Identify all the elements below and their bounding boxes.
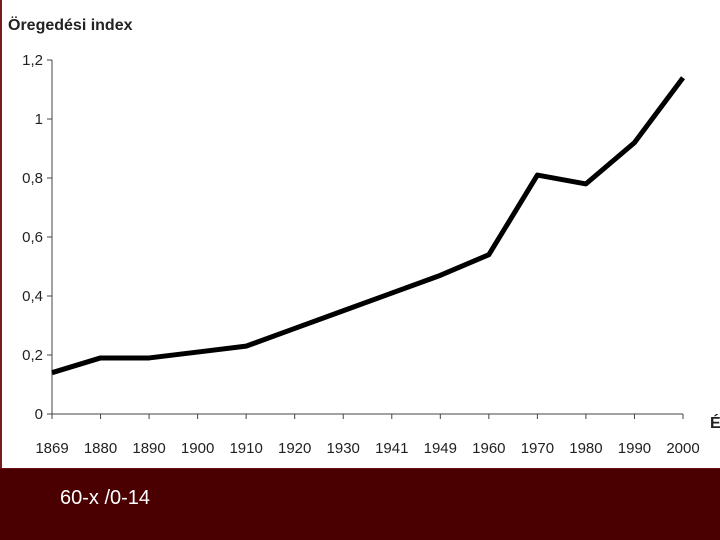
y-tick-label: 1 — [35, 111, 43, 128]
x-tick-label: 1980 — [569, 440, 602, 457]
series-line — [51, 76, 686, 376]
x-tick-label: 1920 — [278, 440, 311, 457]
x-tick-label: 1941 — [375, 440, 408, 457]
chart-title: Öregedési index — [8, 15, 133, 34]
footer-caption: 60-x /0-14 — [60, 487, 151, 509]
x-tick-label: 1990 — [618, 440, 651, 457]
y-tick-label: 0 — [35, 406, 43, 423]
y-tick-label: 1,2 — [22, 52, 43, 69]
x-tick-label: 1890 — [132, 440, 165, 457]
footer-bar: 60-x /0-14 — [0, 468, 720, 540]
x-tick-label: 1930 — [327, 440, 360, 457]
x-axis-label: É — [710, 413, 720, 432]
axis-ticks: 0 0,2 0,4 0,6 0,8 1 1,2 1869 1880 1890 1900 1910 192… — [22, 52, 700, 457]
aging-index-chart: Öregedési index 0 0,2 0,4 0,6 0,8 1 1,2 1869 188… — [8, 15, 720, 457]
slide-left-edge — [0, 0, 2, 468]
y-tick-label: 0,8 — [22, 170, 43, 187]
x-tick-label: 2000 — [666, 440, 699, 457]
x-tick-label: 1970 — [521, 440, 554, 457]
x-tick-label: 1880 — [84, 440, 117, 457]
series-group — [51, 76, 686, 376]
x-tick-label: 1960 — [472, 440, 505, 457]
x-tick-label: 1949 — [424, 440, 457, 457]
y-tick-label: 0,6 — [22, 229, 43, 246]
y-tick-label: 0,4 — [22, 288, 43, 305]
x-tick-label: 1900 — [181, 440, 214, 457]
y-tick-label: 0,2 — [22, 347, 43, 364]
x-tick-label: 1869 — [35, 440, 68, 457]
x-tick-label: 1910 — [229, 440, 262, 457]
